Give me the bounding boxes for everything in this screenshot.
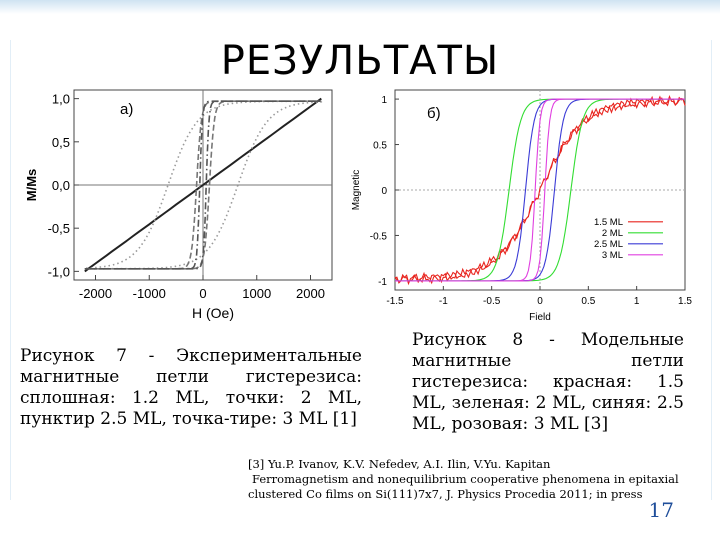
y-tick-label: -1,0 — [48, 264, 70, 279]
x-tick-label: -0.5 — [483, 296, 501, 307]
panel-label-b: б) — [427, 105, 441, 122]
x-axis-label: H (Oe) — [192, 305, 234, 321]
x-tick-label: -1.5 — [386, 296, 404, 307]
x-tick-label: -1 — [439, 296, 448, 307]
legend-label: 2.5 ML — [594, 239, 623, 250]
y-tick-label: 0,0 — [52, 178, 70, 193]
figure-8-caption: Рисунок 8 - Модельные магнитные петли ги… — [412, 330, 684, 434]
series-loop-1-5-ml — [394, 94, 686, 286]
reference-line-3: clustered Co films on Si(111)7x7, J. Phy… — [248, 487, 643, 501]
experimental-loops-chart: -2000 -1000 0 1000 2000 1,0 0,5 0,0 -0,5 -1,0 H (O… — [24, 89, 333, 321]
y-tick-label: 0 — [381, 186, 387, 197]
x-tick-label: 0 — [199, 286, 206, 301]
x-tick-label: 0 — [537, 296, 543, 307]
slide-title: РЕЗУЛЬТАТЫ — [220, 38, 500, 84]
reference-line-2: Ferromagnetism and nonequilibrium cooper… — [252, 472, 679, 486]
y-axis-label: Magnetic — [351, 170, 362, 211]
x-axis-label: Field — [529, 312, 551, 323]
figure-7-caption: Рисунок 7 - Экспериментальные магнитные … — [20, 346, 362, 429]
x-tick-label: -1000 — [133, 286, 166, 301]
page-number: 17 — [648, 498, 674, 522]
y-tick-label: 0.5 — [373, 141, 387, 152]
x-tick-label: 1 — [634, 296, 640, 307]
x-tick-label: 0.5 — [581, 296, 595, 307]
x-tick-label: 2000 — [296, 286, 325, 301]
y-tick-label: 1,0 — [52, 92, 70, 107]
y-tick-label: -0.5 — [370, 231, 388, 242]
y-axis-label: M/Ms — [24, 169, 39, 202]
x-tick-label: 1000 — [242, 286, 271, 301]
y-tick-label: -1 — [378, 277, 387, 288]
y-tick-label: 1 — [381, 95, 387, 106]
experimental-loops-figure: -2000 -1000 0 1000 2000 1,0 0,5 0,0 -0,5 -1,0 H (O… — [22, 78, 342, 339]
top-gradient-bar — [0, 0, 720, 14]
legend-label: 1.5 ML — [594, 217, 623, 228]
panel-label-a: а) — [120, 101, 133, 118]
series-loop-3-ml — [395, 98, 685, 282]
model-loops-figure: -1.5 -1 -0.5 0 0.5 1 1.5 1 0.5 0 -0.5 -1 Field Magnet… — [343, 78, 703, 331]
x-tick-label: -2000 — [79, 286, 112, 301]
model-loops-chart: -1.5 -1 -0.5 0 0.5 1 1.5 1 0.5 0 -0.5 -1 Field Magnet… — [351, 89, 692, 323]
legend-label: 2 ML — [602, 228, 623, 239]
legend-label: 3 ML — [602, 250, 623, 261]
y-tick-label: 0,5 — [52, 135, 70, 150]
slide-frame — [10, 40, 712, 500]
series-loop-3-ml — [84, 100, 322, 270]
series-line-1-2-ml — [84, 97, 322, 273]
series-loop-2-ml — [84, 100, 323, 270]
x-tick-label: 1.5 — [678, 296, 692, 307]
reference-block: [3] Yu.P. Ivanov, K.V. Nefedev, A.I. Ili… — [248, 457, 698, 502]
reference-line-1: [3] Yu.P. Ivanov, K.V. Nefedev, A.I. Ili… — [248, 457, 551, 471]
y-tick-label: -0,5 — [48, 221, 70, 236]
